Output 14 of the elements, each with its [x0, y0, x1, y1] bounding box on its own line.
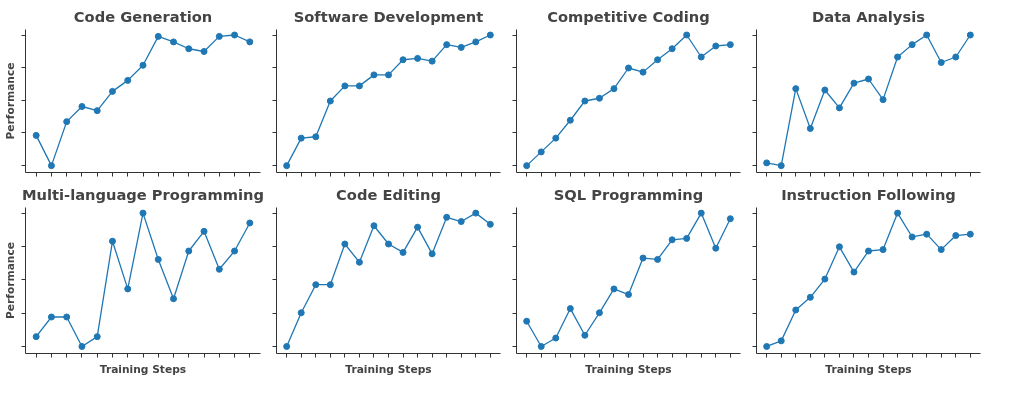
- x-axis-title: Training Steps: [585, 362, 672, 376]
- chart-title: Data Analysis: [812, 7, 926, 25]
- x-axis-title: Training Steps: [345, 362, 432, 376]
- chart-title: Competitive Coding: [547, 7, 710, 25]
- chart-title: Multi-language Programming: [22, 185, 264, 203]
- y-axis-title: Performance: [3, 62, 17, 140]
- x-axis-title: Training Steps: [99, 362, 187, 376]
- y-axis-title: Performance: [3, 242, 17, 319]
- chart-title: Software Development: [293, 7, 484, 25]
- chart-title: Code Generation: [73, 7, 213, 25]
- chart-title: SQL Programming: [553, 185, 704, 203]
- x-axis-title: Training Steps: [825, 362, 912, 376]
- chart-title: Instruction Following: [781, 185, 956, 203]
- chart-title: Code Editing: [336, 185, 441, 203]
